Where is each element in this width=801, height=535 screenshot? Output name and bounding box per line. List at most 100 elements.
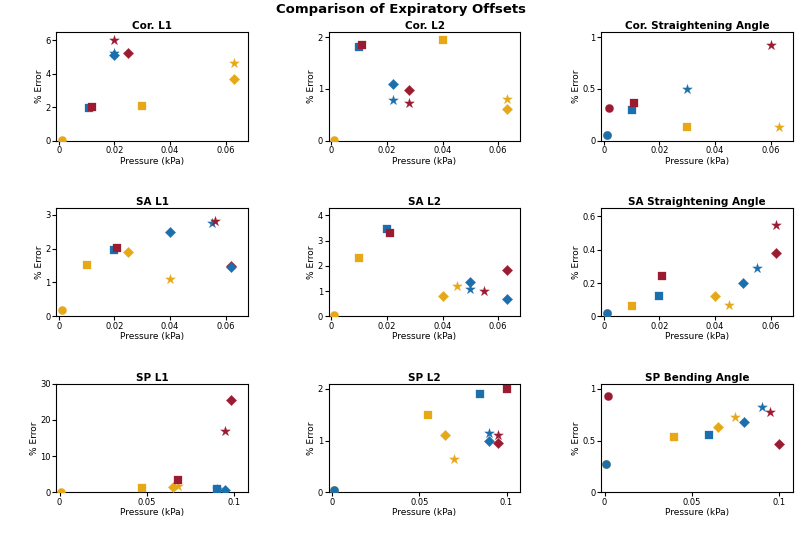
Point [738, 418, 751, 426]
Point [491, 439, 504, 447]
Point [500, 95, 513, 104]
Point [356, 41, 368, 49]
Point [167, 483, 179, 491]
Title: Cor. L1: Cor. L1 [132, 21, 172, 32]
Point [737, 279, 750, 287]
Point [764, 407, 777, 416]
Point [403, 99, 416, 108]
Point [328, 311, 340, 319]
Y-axis label: % Error: % Error [308, 246, 316, 279]
Point [421, 410, 434, 419]
Title: SA L1: SA L1 [135, 197, 168, 207]
Point [384, 229, 396, 238]
Point [770, 249, 783, 257]
Title: SP L1: SP L1 [135, 373, 168, 383]
Point [600, 131, 613, 140]
Point [628, 99, 641, 108]
Point [755, 403, 768, 412]
Point [474, 389, 487, 398]
Y-axis label: % Error: % Error [34, 246, 44, 279]
Y-axis label: % Error: % Error [34, 70, 44, 103]
Title: SA Straightening Angle: SA Straightening Angle [628, 197, 766, 207]
Point [729, 412, 742, 421]
Point [626, 302, 638, 311]
Point [328, 135, 340, 144]
Point [224, 396, 237, 404]
Point [450, 282, 463, 291]
Point [111, 243, 123, 252]
Point [380, 225, 393, 234]
Point [773, 439, 786, 448]
Point [55, 135, 68, 144]
Point [681, 123, 694, 132]
Point [210, 484, 223, 493]
X-axis label: Pressure (kPa): Pressure (kPa) [665, 508, 729, 517]
Point [681, 85, 694, 93]
Point [171, 475, 184, 484]
Point [122, 49, 135, 58]
X-axis label: Pressure (kPa): Pressure (kPa) [120, 508, 184, 517]
Point [386, 96, 399, 104]
Title: Cor. Straightening Angle: Cor. Straightening Angle [625, 21, 769, 32]
Point [602, 392, 614, 400]
Point [108, 36, 121, 44]
Title: Cor. L2: Cor. L2 [405, 21, 445, 32]
Point [600, 309, 613, 317]
Point [483, 436, 496, 445]
Title: SA L2: SA L2 [408, 197, 441, 207]
Point [770, 220, 783, 229]
Point [219, 426, 231, 435]
X-axis label: Pressure (kPa): Pressure (kPa) [392, 508, 457, 517]
Point [163, 227, 176, 236]
Point [500, 385, 513, 393]
Point [437, 35, 449, 44]
X-axis label: Pressure (kPa): Pressure (kPa) [120, 332, 184, 341]
Point [464, 285, 477, 293]
Point [702, 431, 715, 440]
Point [352, 254, 365, 263]
Point [711, 423, 724, 431]
Point [225, 261, 238, 270]
Point [491, 431, 504, 440]
Point [227, 74, 240, 83]
Point [437, 292, 449, 300]
Y-axis label: % Error: % Error [572, 246, 581, 279]
Point [225, 263, 238, 272]
Point [439, 431, 452, 440]
Point [328, 485, 340, 494]
X-axis label: Pressure (kPa): Pressure (kPa) [392, 157, 457, 165]
Point [208, 217, 221, 225]
Point [764, 40, 777, 49]
Point [600, 460, 613, 469]
Point [668, 433, 681, 442]
Y-axis label: % Error: % Error [572, 421, 581, 455]
Y-axis label: % Error: % Error [308, 70, 316, 103]
Point [403, 86, 416, 95]
Point [464, 278, 477, 287]
Point [500, 265, 513, 274]
Point [55, 306, 68, 315]
Point [600, 309, 613, 317]
Y-axis label: % Error: % Error [572, 70, 581, 103]
X-axis label: Pressure (kPa): Pressure (kPa) [120, 157, 184, 165]
Point [108, 50, 121, 59]
Point [751, 264, 763, 272]
Point [108, 49, 121, 57]
Point [108, 246, 121, 255]
Title: SP Bending Angle: SP Bending Angle [645, 373, 749, 383]
Point [328, 485, 340, 494]
Text: Comparison of Expiratory Offsets: Comparison of Expiratory Offsets [276, 3, 525, 16]
Point [656, 272, 669, 281]
Point [500, 295, 513, 303]
Point [773, 281, 786, 290]
Title: SP L2: SP L2 [409, 373, 441, 383]
X-axis label: Pressure (kPa): Pressure (kPa) [392, 332, 457, 341]
Point [478, 287, 491, 295]
Point [80, 261, 93, 269]
Point [603, 103, 616, 112]
Point [86, 103, 99, 111]
Point [219, 486, 231, 495]
Point [163, 275, 176, 284]
Point [600, 131, 613, 140]
Point [83, 104, 96, 113]
